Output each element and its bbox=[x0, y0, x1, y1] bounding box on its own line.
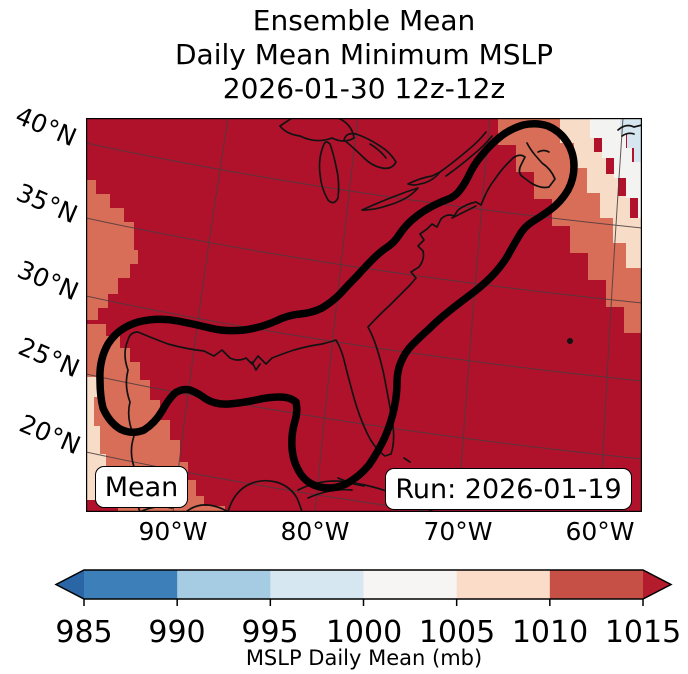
mean-annotation-box: Mean bbox=[95, 466, 188, 508]
coastline-st-lawrence bbox=[439, 131, 493, 177]
title-line-1: Ensemble Mean bbox=[252, 4, 476, 37]
graticule-gridlines bbox=[86, 118, 642, 512]
coastline-lake-ontario bbox=[407, 171, 441, 186]
map-band-ne-995-1000 bbox=[620, 118, 642, 162]
coastline-yucatan bbox=[227, 479, 303, 512]
x-tick-60w: 60°W bbox=[565, 517, 635, 546]
x-tick-70w: 70°W bbox=[423, 517, 493, 546]
run-date-annotation-box: Run: 2026-01-19 bbox=[385, 468, 632, 510]
colorbar-tick-1000: 1000 bbox=[325, 615, 403, 650]
y-tick-30n: 30°N bbox=[13, 254, 83, 307]
parallel-25n bbox=[86, 373, 642, 460]
parallel-40n bbox=[86, 142, 642, 229]
colorbar-under-arrow bbox=[56, 570, 84, 599]
colorbar-tick-1005: 1005 bbox=[418, 615, 496, 650]
colorbar-seg-985-990 bbox=[84, 570, 178, 599]
coastline-mississippi-delta bbox=[251, 361, 261, 371]
colorbar-axis-label: MSLP Daily Mean (mb) bbox=[245, 646, 483, 670]
meridian-60w bbox=[599, 118, 624, 512]
x-tick-90w: 90°W bbox=[138, 517, 208, 546]
colorbar-seg-1000-1005 bbox=[363, 570, 458, 599]
colorbar-seg-1005-1010 bbox=[456, 570, 551, 599]
colorbar-tick-1015: 1015 bbox=[604, 615, 682, 650]
colorbar-seg-995-1000 bbox=[270, 570, 365, 599]
map-band-ne-1005-1010 bbox=[560, 118, 642, 268]
coastline-georgian-bay bbox=[369, 143, 387, 159]
y-tick-25n: 25°N bbox=[14, 331, 84, 384]
title-line-2: Daily Mean Minimum MSLP bbox=[174, 38, 553, 71]
coastline-bermuda bbox=[566, 337, 574, 345]
colorbar-tick-marks bbox=[83, 599, 644, 606]
parallel-35n bbox=[86, 217, 642, 304]
title-line-3: 2026-01-30 12z-12z bbox=[222, 72, 506, 105]
coastline-long-island bbox=[451, 205, 477, 219]
colorbar-tick-995: 995 bbox=[241, 615, 299, 650]
mean-annotation-label: Mean bbox=[104, 471, 179, 503]
y-tick-35n: 35°N bbox=[12, 177, 82, 230]
mean-contour-outline bbox=[96, 119, 578, 492]
coastline-newfoundland bbox=[617, 124, 642, 137]
coastline-pei bbox=[537, 149, 550, 153]
colorbar-tick-1010: 1010 bbox=[511, 615, 589, 650]
coastline-lake-huron bbox=[343, 132, 397, 170]
meridian-90w bbox=[172, 118, 229, 512]
x-tick-80w: 80°W bbox=[280, 517, 350, 546]
colorbar-seg-1010-1015 bbox=[549, 570, 644, 599]
map-band-ne-1010-1015 bbox=[498, 118, 642, 333]
map-plot-area bbox=[86, 118, 642, 512]
colorbar-over-arrow bbox=[643, 570, 671, 599]
figure-title: Ensemble Mean Daily Mean Minimum MSLP 20… bbox=[86, 4, 642, 106]
colorbar-seg-990-995 bbox=[177, 570, 271, 599]
coastline-gulf-eastcoast bbox=[124, 142, 556, 512]
coastline-lake-superior bbox=[279, 118, 355, 142]
colorbar-tick-990: 990 bbox=[148, 615, 206, 650]
map-band-west-1010-1015 bbox=[86, 180, 138, 320]
meridian-80w bbox=[314, 118, 359, 512]
colorbar-segments bbox=[84, 570, 644, 599]
meridian-70w bbox=[457, 118, 491, 512]
colorbar-tick-985: 985 bbox=[55, 615, 113, 650]
coastline-lake-erie bbox=[361, 187, 419, 211]
coastline-lake-michigan bbox=[318, 141, 340, 204]
colorbar bbox=[54, 569, 673, 606]
y-tick-40n: 40°N bbox=[11, 100, 81, 153]
run-date-annotation-label: Run: 2026-01-19 bbox=[395, 473, 622, 505]
map-band-leftedge-1005-1010 bbox=[86, 377, 116, 500]
map-band-ne-1000-1005 bbox=[590, 118, 642, 218]
parallel-30n bbox=[86, 295, 642, 382]
y-tick-20n: 20°N bbox=[15, 408, 85, 461]
